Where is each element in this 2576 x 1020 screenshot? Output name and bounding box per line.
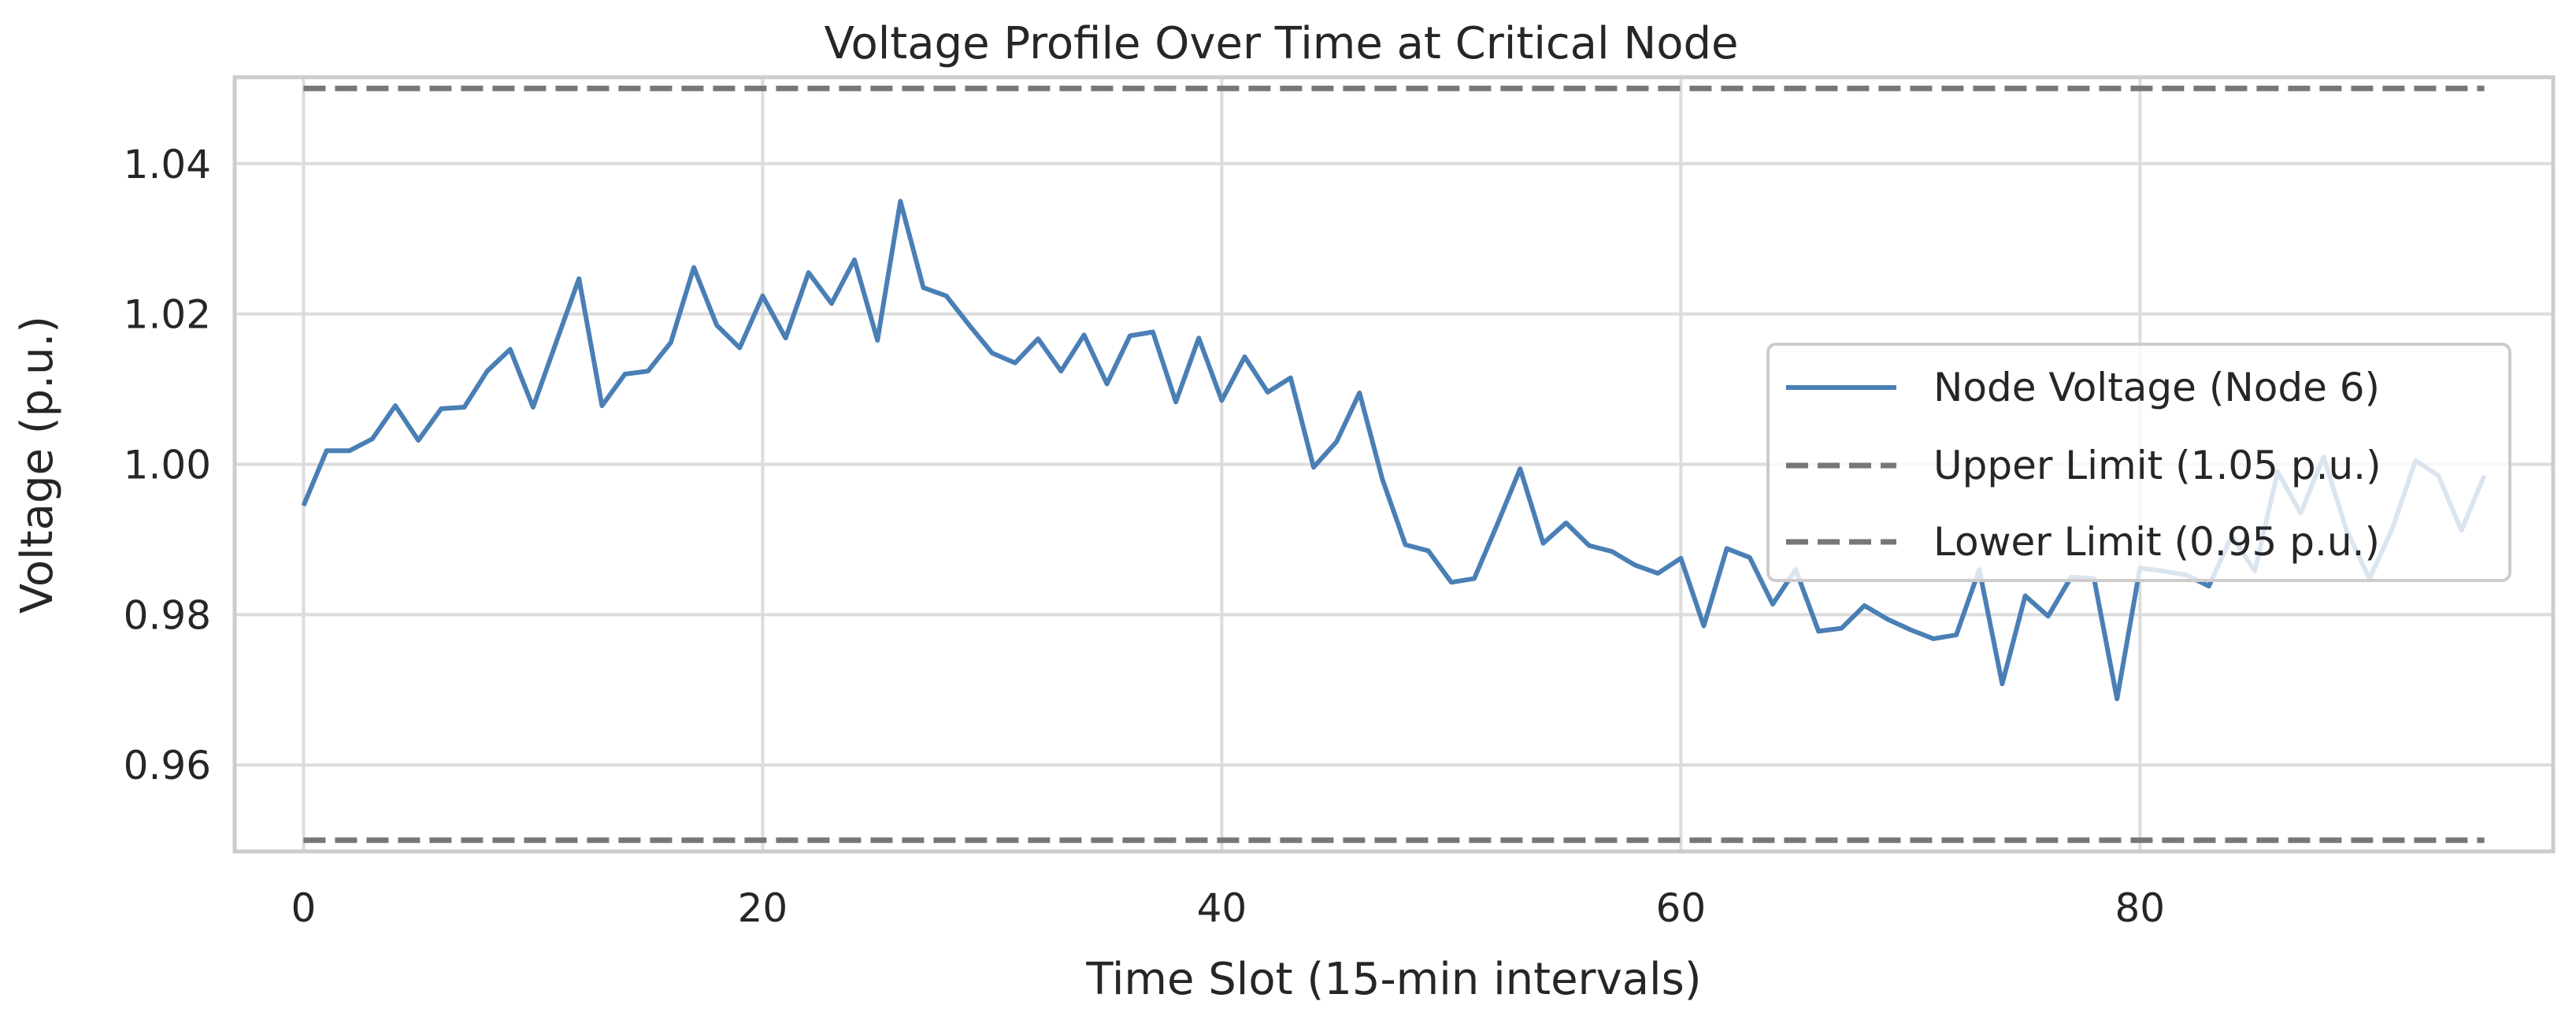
legend-label-2: Upper Limit (1.05 p.u.) [1933,443,2381,488]
legend-label-1: Node Voltage (Node 6) [1933,365,2380,410]
y-tick-label: 1.04 [124,142,211,187]
series-line-1 [301,198,2487,702]
x-tick-label: 60 [1656,885,1707,931]
y-tick-label: 0.98 [124,592,211,638]
plot-frame [232,75,2556,854]
x-tick-label: 40 [1197,885,1247,931]
plot-area [301,85,2487,844]
x-axis-label: Time Slot (15-min intervals) [1085,954,1701,1005]
chart-title: Voltage Profile Over Time at Critical No… [824,18,1738,69]
tick-labels: 0 20 40 60 80 0.96 0.98 1.00 1.02 1.04 [124,142,2165,931]
legend-box [1766,343,2511,582]
legend-label-3: Lower Limit (0.95 p.u.) [1933,519,2380,565]
legend: Node Voltage (Node 6) Upper Limit (1.05 p… [1766,343,2511,582]
y-tick-label: 1.00 [124,443,211,488]
y-tick-label: 1.02 [124,292,211,338]
y-axis-label: Voltage (p.u.) [12,316,63,614]
x-tick-label: 80 [2115,885,2166,931]
x-tick-label: 0 [291,885,317,931]
y-tick-label: 0.96 [124,743,211,788]
x-tick-label: 20 [738,885,788,931]
